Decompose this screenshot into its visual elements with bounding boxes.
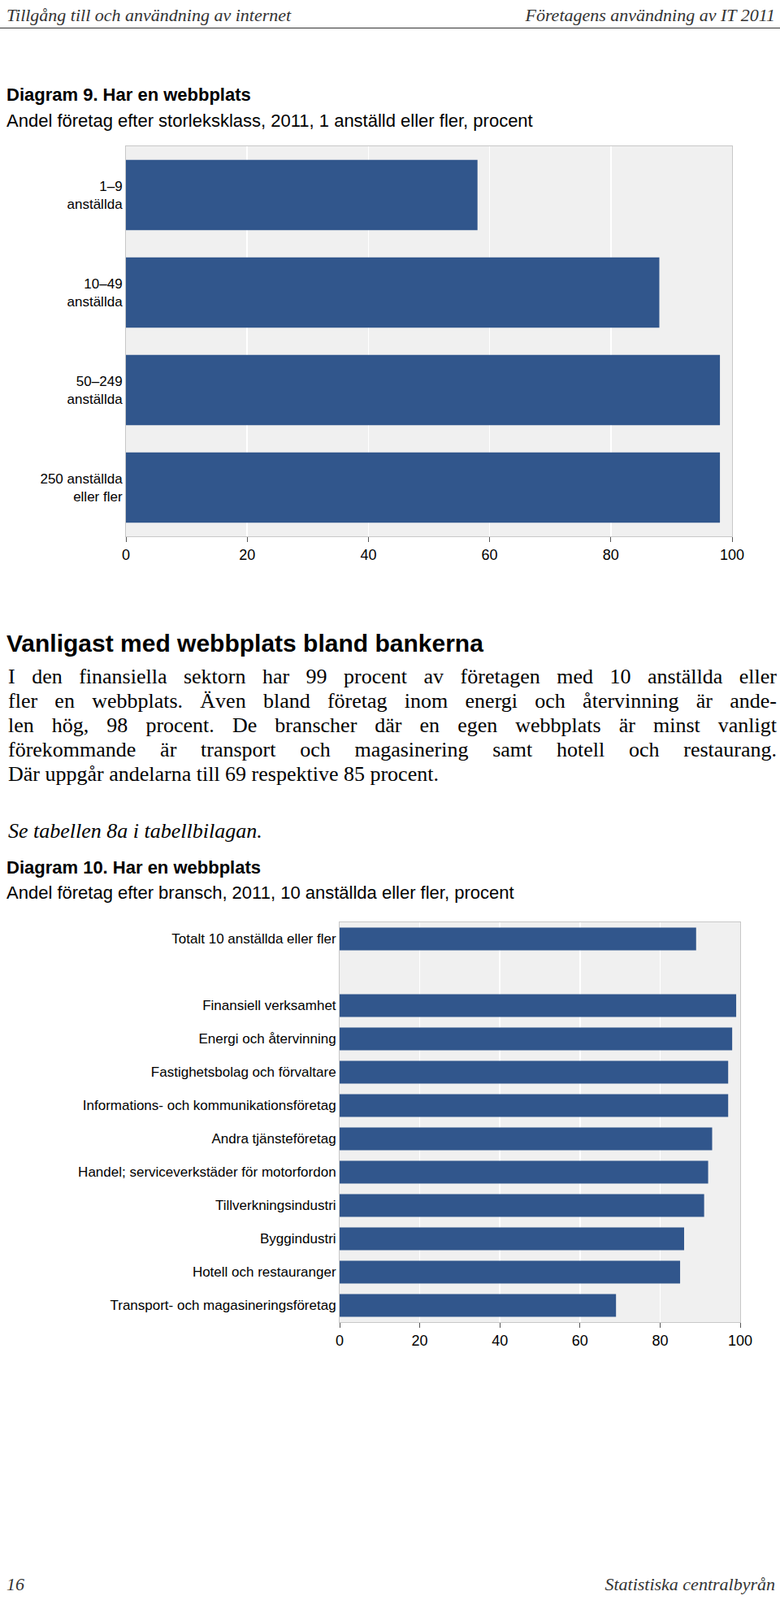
- svg-text:Energi och återvinning: Energi och återvinning: [198, 1031, 336, 1047]
- html-text:Diagram 10. Har en webbplats: Diagram 10. Har en webbplats: [6, 857, 261, 878]
- svg-text:1–9anställda: 1–9anställda: [67, 178, 124, 213]
- svg-text:Totalt 10 anställda eller fler: Totalt 10 anställda eller fler: [171, 931, 337, 947]
- svg-text:Informations- och kommunikatio: Informations- och kommunikationsföretag: [82, 1097, 337, 1114]
- svg-text:10–49anställda: 10–49anställda: [67, 276, 124, 310]
- html-text:16: 16: [6, 1573, 25, 1595]
- html-text:fler en webbplats. Även bland: fler en webbplats. Även bland företag in…: [8, 689, 777, 713]
- html-text:Vanligast med webbplats bland: Vanligast med webbplats bland bankerna: [6, 629, 484, 657]
- svg-text:40: 40: [491, 1332, 508, 1349]
- html-text:Statistiska centralbyrån: Statistiska centralbyrån: [604, 1573, 776, 1595]
- html-text:Se tabellen 8a i tabellbilagan: Se tabellen 8a i tabellbilagan.: [8, 819, 263, 843]
- svg-text:Tillverkningsindustri: Tillverkningsindustri: [215, 1197, 337, 1214]
- html-text:Tillgång till och användning a: Tillgång till och användning av internet: [6, 4, 292, 26]
- svg-text:250 anställdaeller fler: 250 anställdaeller fler: [39, 471, 123, 505]
- svg-text:Transport- och magasineringsfö: Transport- och magasineringsföretag: [109, 1297, 336, 1313]
- html-text:Andel företag efter storlekskl: Andel företag efter storleksklass, 2011,…: [6, 110, 533, 131]
- svg-text:Byggindustri: Byggindustri: [260, 1230, 337, 1247]
- svg-text:Handel; serviceverkstäder för: Handel; serviceverkstäder för motorfordo…: [78, 1164, 336, 1180]
- svg-text:0: 0: [335, 1332, 344, 1349]
- html-text:Där uppgår andelarna till 69 r: Där uppgår andelarna till 69 respektive …: [8, 762, 439, 786]
- html-text:len hög, 98 procent. De bransc: len hög, 98 procent. De branscher där en…: [8, 713, 777, 737]
- html-text:I den finansiella sektorn har: I den finansiella sektorn har 99 procent…: [8, 664, 777, 689]
- html-text:Andel företag efter bransch, 2: Andel företag efter bransch, 2011, 10 an…: [6, 882, 514, 903]
- svg-text:Fastighetsbolag och förvaltare: Fastighetsbolag och förvaltare: [151, 1064, 337, 1080]
- svg-text:60: 60: [481, 546, 499, 564]
- svg-text:50–249anställda: 50–249anställda: [67, 373, 124, 408]
- svg-text:Finansiell verksamhet: Finansiell verksamhet: [202, 997, 337, 1014]
- svg-text:20: 20: [411, 1332, 429, 1349]
- html-text:Företagens användning av IT 20: Företagens användning av IT 2011: [525, 4, 776, 26]
- svg-text:80: 80: [651, 1332, 668, 1349]
- svg-text:Andra tjänsteföretag: Andra tjänsteföretag: [211, 1131, 336, 1147]
- svg-text:20: 20: [238, 546, 256, 564]
- svg-text:40: 40: [359, 546, 377, 564]
- svg-text:Hotell och restauranger: Hotell och restauranger: [192, 1264, 337, 1280]
- html-text:förekommande är transport och: förekommande är transport och magasineri…: [8, 737, 777, 762]
- html-text:Diagram 9. Har en webbplats: Diagram 9. Har en webbplats: [6, 84, 251, 105]
- svg-text:60: 60: [572, 1332, 589, 1349]
- svg-text:100: 100: [719, 546, 745, 564]
- svg-text:0: 0: [121, 546, 130, 564]
- svg-text:80: 80: [602, 546, 620, 564]
- svg-text:100: 100: [728, 1332, 753, 1349]
